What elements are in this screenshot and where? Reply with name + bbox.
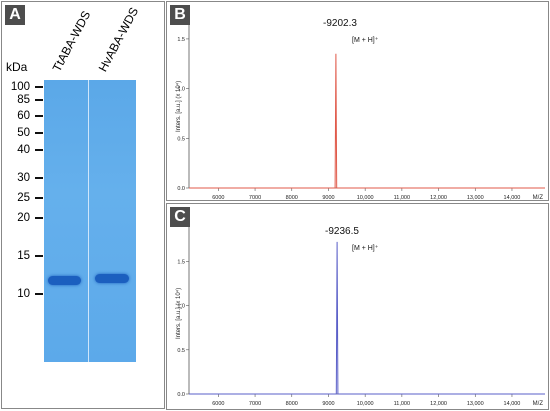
- panel-b-mass-spectrum: 0.0 0.5 1.0 1.5 6000 7000 8000 9000 10,000 11,000…: [166, 1, 549, 201]
- x-tick-label: 13,000: [467, 401, 484, 407]
- spectrum-trace: [189, 53, 545, 189]
- marker-label: 20: [17, 212, 30, 224]
- x-tick-label: 14,000: [504, 195, 521, 200]
- spectrum-trace: [189, 241, 545, 395]
- marker-tick: [35, 217, 43, 219]
- marker-label: 85: [17, 94, 30, 106]
- marker-label: 60: [17, 110, 30, 122]
- marker-label: 25: [17, 192, 30, 204]
- panel-b-label: B: [170, 5, 190, 25]
- y-tick-label: 1.5: [177, 37, 185, 43]
- protein-band-ttaba-wds: [48, 276, 81, 285]
- x-axis-label: M/Z: [533, 195, 544, 200]
- y-tick-label: 1.0: [177, 87, 185, 93]
- x-axis-label: M/Z: [533, 401, 544, 407]
- marker-label: 15: [17, 250, 30, 262]
- y-tick-label: 1.5: [177, 259, 185, 265]
- marker-tick: [35, 197, 43, 199]
- ion-label-c: [M + H]⁺: [352, 245, 379, 252]
- y-tick-label: 0.5: [177, 348, 185, 354]
- x-tick-label: 13,000: [467, 195, 484, 200]
- marker-tick: [35, 255, 43, 257]
- marker-tick: [35, 86, 43, 88]
- gel-image: [44, 80, 136, 362]
- peak-mass-label-b: -9202.3: [323, 18, 357, 29]
- x-tick-label: 8000: [286, 195, 298, 200]
- y-axis-label-c: Inters. [a.u.] (x 10⁴): [176, 287, 182, 339]
- lane-label-ttaba-wds: TtABA-WDS: [49, 8, 94, 75]
- x-tick-label: 12,000: [430, 401, 447, 407]
- lane-label-hvaba-wds: HvABA-WDS: [95, 5, 142, 74]
- protein-band-hvaba-wds: [95, 274, 129, 283]
- marker-tick: [35, 132, 43, 134]
- marker-label: 10: [17, 288, 30, 300]
- marker-label: 30: [17, 172, 30, 184]
- marker-tick: [35, 99, 43, 101]
- ion-label-b: [M + H]⁺: [352, 37, 379, 44]
- y-tick-label: 0.5: [177, 136, 185, 142]
- marker-tick: [35, 149, 43, 151]
- panel-c-mass-spectrum: 0.0 0.5 1.0 1.5 6000 7000 8000 9000 10,000 11,000…: [166, 203, 549, 410]
- lane-divider: [88, 80, 89, 362]
- marker-label: 50: [17, 127, 30, 139]
- y-tick-label: 0.0: [177, 186, 185, 192]
- x-tick-label: 11,000: [394, 401, 410, 407]
- x-tick-label: 8000: [286, 401, 298, 407]
- marker-label: 100: [10, 81, 30, 93]
- panel-a-label: A: [5, 5, 25, 25]
- molecular-weight-unit: kDa: [6, 60, 28, 74]
- x-tick-label: 9000: [322, 195, 334, 200]
- x-tick-label: 6000: [212, 195, 224, 200]
- x-tick-label: 11,000: [394, 195, 410, 200]
- x-tick-label: 7000: [249, 401, 261, 407]
- x-tick-label: 10,000: [357, 401, 374, 407]
- x-tick-label: 7000: [249, 195, 261, 200]
- y-axis-label-b: Inters. [a.u.] (x 10⁴): [176, 80, 182, 132]
- x-tick-label: 9000: [322, 401, 334, 407]
- marker-tick: [35, 177, 43, 179]
- x-tick-label: 14,000: [504, 401, 521, 407]
- mass-spectrum-c: 0.0 0.5 1.0 1.5 6000 7000 8000 9000 10,000 11,000…: [177, 226, 545, 407]
- y-tick-label: 0.0: [177, 392, 185, 398]
- x-tick-label: 12,000: [430, 195, 447, 200]
- mass-spectrum-b: 0.0 0.5 1.0 1.5 6000 7000 8000 9000 10,000 11,000…: [177, 24, 545, 200]
- marker-label: 40: [17, 144, 30, 156]
- panel-c-label: C: [170, 207, 190, 227]
- panel-a-gel: A kDa TtABA-WDS HvABA-WDS 100 85 60 50 40 30 2…: [1, 1, 165, 409]
- x-tick-label: 10,000: [357, 195, 374, 200]
- marker-tick: [35, 293, 43, 295]
- y-tick-label: 1.0: [177, 304, 185, 310]
- peak-mass-label-c: -9236.5: [325, 226, 359, 237]
- x-tick-label: 6000: [212, 401, 224, 407]
- marker-tick: [35, 115, 43, 117]
